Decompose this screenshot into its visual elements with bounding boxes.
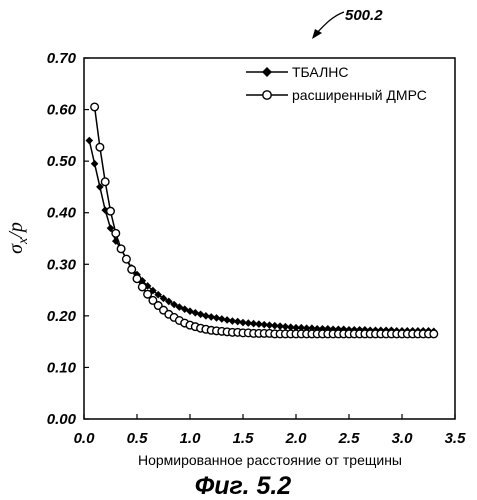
data-point-circle xyxy=(132,274,142,284)
data-point-diamond xyxy=(244,319,253,327)
figure-ref-arrowhead xyxy=(312,29,322,39)
series-layer xyxy=(85,102,439,339)
data-point-diamond xyxy=(292,323,300,332)
axis-ticks: 0.0 0.5 1.0 1.5 2.0 2.5 3.0 3.5 0.00 0.10 0.20 0.30… xyxy=(47,50,466,447)
legend: ТБАЛНС расширенный ДМРС xyxy=(246,64,427,103)
y-tick-label: 0.00 xyxy=(47,411,77,428)
data-point-diamond xyxy=(271,321,279,330)
data-point-diamond xyxy=(281,322,290,331)
data-point-diamond xyxy=(228,317,237,325)
x-tick-label: 2.5 xyxy=(338,430,361,447)
data-point-circle xyxy=(137,282,147,292)
data-point-diamond xyxy=(170,300,178,309)
data-point-circle xyxy=(127,264,137,274)
plot-frame xyxy=(83,57,456,420)
data-point-diamond xyxy=(202,312,210,320)
figure-ref-label: 500.2 xyxy=(345,7,383,24)
data-point-diamond xyxy=(112,237,120,245)
data-point-diamond xyxy=(180,305,189,313)
data-point-circle xyxy=(95,142,105,152)
data-point-diamond xyxy=(212,314,221,322)
figure-ref-arrow xyxy=(315,11,345,35)
x-axis-label: Нормированное расстояние от трещины xyxy=(138,452,402,468)
data-point-diamond xyxy=(138,276,147,285)
data-point-diamond xyxy=(96,183,104,191)
data-point-circle xyxy=(116,244,126,254)
data-point-diamond xyxy=(165,297,173,306)
y-axis-label-subscript: x xyxy=(16,237,31,245)
data-point-diamond xyxy=(233,317,242,326)
data-point-diamond xyxy=(260,320,268,329)
data-point-circle xyxy=(105,206,115,216)
y-tick-label: 0.20 xyxy=(47,308,77,325)
data-point-diamond xyxy=(143,282,152,290)
x-tick-label: 2.0 xyxy=(285,430,308,447)
data-point-circle xyxy=(90,102,100,112)
data-point-circle xyxy=(429,329,439,339)
y-tick-label: 0.50 xyxy=(47,153,77,170)
y-axis-label: σx/p xyxy=(5,222,31,254)
y-tick-label: 0.30 xyxy=(47,256,77,273)
data-point-diamond xyxy=(207,313,215,321)
data-point-diamond xyxy=(239,318,247,327)
data-point-diamond xyxy=(154,290,162,299)
data-point-diamond xyxy=(159,294,168,303)
data-point-diamond xyxy=(149,286,157,295)
data-point-diamond xyxy=(255,320,263,328)
series-line-1 xyxy=(93,106,434,335)
y-tick-label: 0.70 xyxy=(47,50,77,67)
data-point-diamond xyxy=(175,303,184,311)
x-tick-label: 1.0 xyxy=(180,430,202,447)
y-tick-label: 0.40 xyxy=(47,205,77,222)
x-tick-label: 0.0 xyxy=(74,430,96,447)
series-line-0 xyxy=(88,140,434,333)
data-point-diamond xyxy=(276,322,284,330)
data-point-circle xyxy=(111,228,121,238)
data-point-diamond xyxy=(191,308,200,317)
data-point-circle xyxy=(100,177,110,187)
data-point-circle xyxy=(143,289,153,299)
data-point-diamond xyxy=(218,315,226,323)
legend-label-dmrs: расширенный ДМРС xyxy=(292,87,427,103)
data-point-diamond xyxy=(265,321,274,329)
data-point-diamond xyxy=(85,136,94,145)
data-point-circle xyxy=(121,254,131,264)
data-point-diamond xyxy=(297,323,306,332)
legend-label-tbalns: ТБАЛНС xyxy=(292,64,349,80)
data-point-diamond xyxy=(106,224,115,232)
data-point-diamond xyxy=(249,319,258,328)
x-tick-label: 0.5 xyxy=(127,430,149,447)
figure-caption: Фиг. 5.2 xyxy=(195,472,292,500)
data-point-diamond xyxy=(223,316,231,324)
data-point-circle xyxy=(148,295,158,305)
data-point-diamond xyxy=(90,159,99,168)
y-axis-label-main: σ xyxy=(5,243,27,254)
legend-marker-tbalns xyxy=(262,67,272,77)
x-tick-label: 3.0 xyxy=(392,430,414,447)
y-tick-label: 0.10 xyxy=(47,359,77,376)
data-point-diamond xyxy=(286,323,295,332)
legend-marker-dmrs xyxy=(262,90,272,100)
x-tick-label: 1.5 xyxy=(233,430,255,447)
y-axis-label-tail: /p xyxy=(5,222,27,239)
x-tick-label: 3.5 xyxy=(445,430,467,447)
y-tick-label: 0.60 xyxy=(47,102,77,119)
